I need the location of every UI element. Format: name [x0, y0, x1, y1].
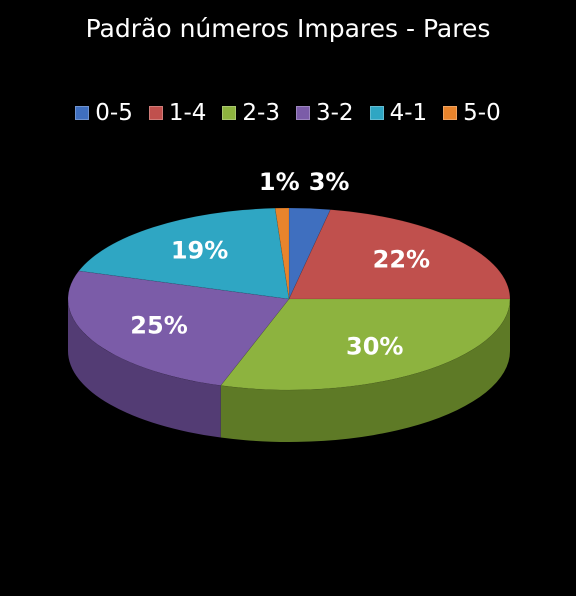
legend-swatch	[443, 106, 458, 120]
legend-item-3-2: 3-2	[296, 100, 354, 126]
legend-label: 1-4	[168, 100, 207, 126]
data-label-2-3: 30%	[346, 333, 403, 361]
legend: 0-5 1-4 2-3 3-2 4-1 5-0	[0, 100, 576, 126]
pie-slice-5-0	[274, 207, 290, 300]
data-label-0-5: 3%	[309, 168, 350, 196]
legend-item-0-5: 0-5	[75, 100, 133, 126]
legend-label: 0-5	[95, 100, 133, 126]
pie-slice-0-5	[288, 207, 331, 300]
chart-title: Padrão números Impares - Pares	[85, 14, 491, 43]
legend-swatch	[369, 106, 384, 120]
pie-slice-1-4	[288, 209, 511, 300]
legend-label: 3-2	[316, 100, 354, 126]
legend-item-5-0: 5-0	[443, 100, 501, 126]
legend-swatch	[148, 106, 163, 120]
pie-sides	[68, 299, 510, 442]
legend-swatch	[296, 106, 310, 120]
data-label-5-0: 1%	[259, 168, 300, 196]
pie-data-labels: 3% 22% 30% 25% 19% 1%	[130, 168, 430, 361]
legend-label: 4-1	[389, 100, 428, 126]
legend-item-1-4: 1-4	[148, 100, 207, 126]
data-label-4-1: 19%	[171, 237, 228, 265]
legend-item-4-1: 4-1	[369, 100, 428, 126]
legend-swatch	[222, 106, 237, 120]
pie-side-2-3	[220, 299, 510, 442]
pie-slice-4-1	[78, 207, 290, 300]
pie-slice-2-3	[220, 298, 511, 391]
pie-slice-3-2	[67, 270, 290, 386]
legend-label: 5-0	[463, 100, 501, 126]
legend-swatch	[75, 106, 90, 120]
pie-slices	[67, 207, 511, 391]
data-label-1-4: 22%	[373, 246, 430, 274]
legend-item-2-3: 2-3	[222, 100, 280, 126]
legend-label: 2-3	[242, 100, 280, 126]
data-label-3-2: 25%	[130, 311, 187, 339]
pie-side-3-2	[68, 299, 221, 438]
